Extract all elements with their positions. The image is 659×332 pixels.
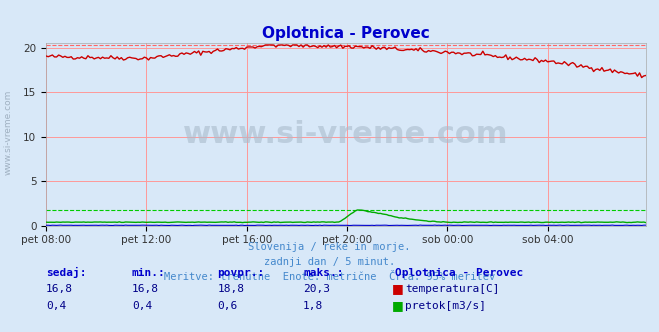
Text: 0,4: 0,4: [46, 301, 67, 311]
Text: Oplotnica - Perovec: Oplotnica - Perovec: [395, 268, 524, 278]
Text: sedaj:: sedaj:: [46, 267, 86, 278]
Text: maks.:: maks.:: [303, 268, 343, 278]
Text: ■: ■: [392, 299, 404, 312]
Text: 18,8: 18,8: [217, 284, 244, 294]
Text: Meritve: trenutne  Enote: metrične  Črta: 95% meritev: Meritve: trenutne Enote: metrične Črta: …: [164, 272, 495, 282]
Text: ■: ■: [392, 282, 404, 295]
Text: temperatura[C]: temperatura[C]: [405, 284, 500, 294]
Text: 16,8: 16,8: [132, 284, 159, 294]
Text: pretok[m3/s]: pretok[m3/s]: [405, 301, 486, 311]
Text: povpr.:: povpr.:: [217, 268, 265, 278]
Text: 0,4: 0,4: [132, 301, 152, 311]
Text: Slovenija / reke in morje.: Slovenija / reke in morje.: [248, 242, 411, 252]
Text: 0,6: 0,6: [217, 301, 238, 311]
Text: 16,8: 16,8: [46, 284, 73, 294]
Text: www.si-vreme.com: www.si-vreme.com: [183, 120, 509, 149]
Text: 20,3: 20,3: [303, 284, 330, 294]
Text: min.:: min.:: [132, 268, 165, 278]
Text: zadnji dan / 5 minut.: zadnji dan / 5 minut.: [264, 257, 395, 267]
Text: www.si-vreme.com: www.si-vreme.com: [3, 90, 13, 176]
Title: Oplotnica - Perovec: Oplotnica - Perovec: [262, 26, 430, 41]
Text: 1,8: 1,8: [303, 301, 324, 311]
